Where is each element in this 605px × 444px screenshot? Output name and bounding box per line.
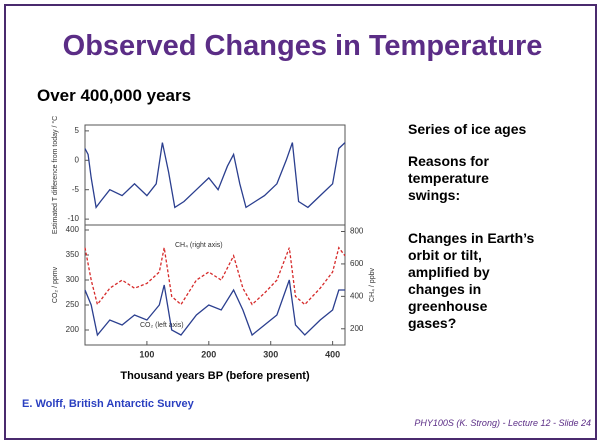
y-tick-label: 0 <box>75 155 80 164</box>
y2-tick-label: 200 <box>350 324 364 333</box>
slide-border <box>4 4 597 440</box>
x-tick-label: 400 <box>325 349 340 359</box>
plot-frame <box>84 124 346 346</box>
bullet: Reasons for temperature swings: <box>408 153 489 203</box>
y-axis-label: CO₂ / ppmv <box>52 266 59 303</box>
x-tick-label: 200 <box>201 349 216 359</box>
x-tick-label: 100 <box>139 349 154 359</box>
credit: E. Wolff, British Antarctic Survey <box>22 398 194 410</box>
bullet: Series of ice ages <box>408 121 527 137</box>
slide-title: Observed Changes in Temperature <box>62 30 543 62</box>
data-line <box>84 246 346 306</box>
y2-tick-label: 400 <box>350 291 364 300</box>
x-tick-label: 300 <box>263 349 278 359</box>
y-tick-label: 200 <box>66 325 80 334</box>
y2-tick-label: 800 <box>350 227 364 236</box>
footer: PHY100S (K. Strong) - Lecture 12 - Slide… <box>414 418 591 428</box>
y-tick-label: 250 <box>66 300 80 309</box>
y2-tick-label: 600 <box>350 259 364 268</box>
y2-axis-label: CH₄ / ppbv <box>369 268 376 302</box>
data-line <box>84 142 346 210</box>
annotation: CO₂ (left axis) <box>140 322 184 329</box>
y-tick-label: 350 <box>66 250 80 259</box>
y-tick-label: -10 <box>67 214 79 223</box>
y-tick-label: -5 <box>72 185 80 194</box>
y-axis-label: Estimated T difference from today / °C <box>51 116 59 234</box>
y-tick-label: 300 <box>66 275 80 284</box>
data-line <box>84 279 345 337</box>
y-tick-label: 400 <box>66 225 80 234</box>
annotation: CH₄ (right axis) <box>175 242 223 249</box>
y-tick-label: 5 <box>75 126 80 135</box>
bullet: Changes in Earth’s orbit or tilt, amplif… <box>408 230 535 331</box>
x-axis-label: Thousand years BP (before present) <box>120 370 310 382</box>
subtitle: Over 400,000 years <box>37 86 192 105</box>
